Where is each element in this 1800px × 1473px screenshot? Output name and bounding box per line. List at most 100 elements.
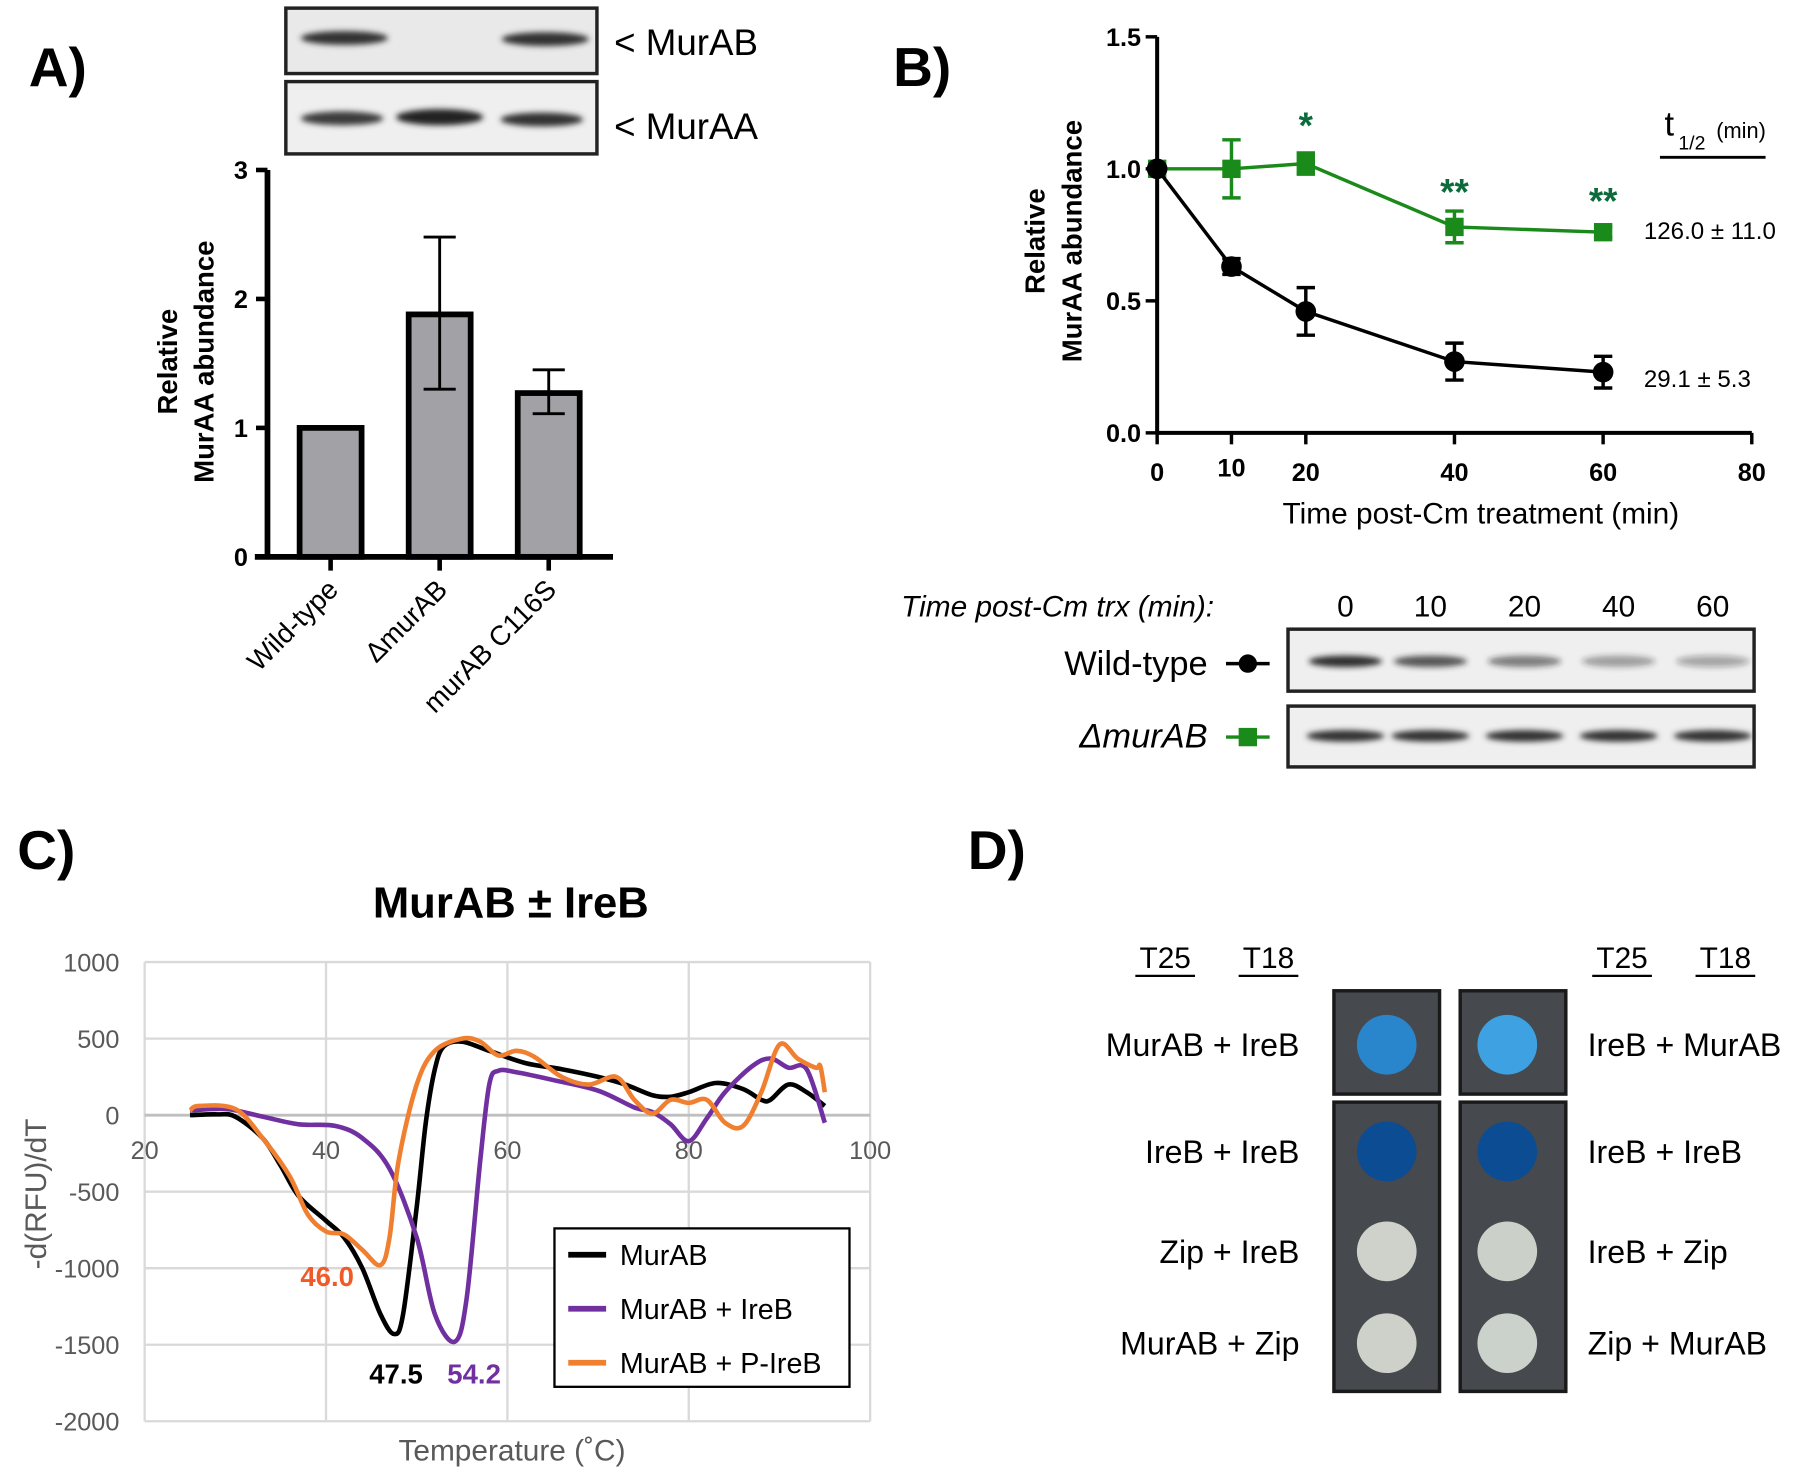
blot-lane-label: 60 — [1696, 591, 1729, 624]
y-tick-label: 0 — [234, 544, 248, 572]
x-tick-label: 40 — [1440, 459, 1468, 487]
blot-band — [1673, 730, 1752, 742]
blot-band — [300, 111, 384, 126]
pair-label-left: IreB + IreB — [1145, 1134, 1299, 1170]
y-axis-label-1: Relative — [1020, 188, 1051, 294]
y-tick-label: 1.0 — [1106, 156, 1141, 184]
bar — [514, 390, 583, 560]
y-tick-label: 0.5 — [1106, 288, 1141, 316]
blot-band — [1485, 730, 1564, 742]
line-chart-degradation: 0.0 0.5 1.0 1.5 0 10 20 40 60 80 Time post-Cm trea… — [1020, 24, 1766, 531]
blot-band — [396, 109, 484, 126]
x-tick-label: 60 — [493, 1137, 521, 1165]
series-line-murab-ireb — [189, 1056, 827, 1345]
blot-band — [300, 31, 389, 45]
blot-lane-label: 20 — [1508, 591, 1541, 624]
blot-row-wild-type: Wild-type — [1064, 645, 1207, 683]
y-tick-label: -500 — [69, 1179, 120, 1207]
pair-label-left: MurAB + IreB — [1106, 1027, 1300, 1063]
blot-band — [1306, 730, 1385, 742]
column-header: T25 — [1139, 942, 1190, 975]
panel-a-blots: < MurAB < MurAA — [284, 6, 759, 156]
panel-label-a: A) — [29, 36, 87, 98]
x-tick-label: 20 — [1292, 459, 1320, 487]
colony-spot — [1356, 1221, 1417, 1282]
x-tick-label: 60 — [1589, 459, 1617, 487]
y-axis-label-2: MurAA abundance — [1056, 120, 1087, 362]
blot-lane-label: 0 — [1337, 591, 1354, 624]
colony-spot — [1477, 1014, 1538, 1075]
x-tick-label: Wild-type — [241, 574, 344, 677]
significance-marker: ** — [1589, 181, 1618, 222]
x-tick-label: 80 — [1738, 459, 1766, 487]
blot-row-delta-murab: ΔmurAB — [1078, 717, 1207, 755]
y-tick-label: -1000 — [55, 1255, 120, 1283]
x-tick-label: 100 — [849, 1137, 891, 1165]
x-tick-label: ΔmurAB — [359, 574, 453, 668]
blot-lane-label: 10 — [1414, 591, 1447, 624]
data-point — [1593, 223, 1613, 242]
colony-spot — [1477, 1121, 1538, 1182]
y-tick-label: 1.5 — [1106, 24, 1141, 52]
y-tick-label: 3 — [234, 157, 248, 185]
half-life-table: t 1/2 (min) 126.0 ± 11.0 29.1 ± 5.3 — [1644, 106, 1776, 393]
half-life-unit: (min) — [1716, 118, 1766, 143]
pair-label-right: IreB + MurAB — [1588, 1027, 1782, 1063]
column-header: T18 — [1243, 942, 1294, 975]
series-line-murab-p-ireb — [188, 1035, 828, 1268]
y-tick-label: 0 — [105, 1102, 119, 1130]
significance-marker: * — [1299, 105, 1314, 146]
peak-annotation: 47.5 — [369, 1358, 423, 1389]
y-tick-label: 500 — [77, 1026, 119, 1054]
data-point — [1221, 256, 1242, 277]
blot-band — [1579, 730, 1658, 742]
blot-band — [500, 112, 584, 127]
line-chart-thermal-shift: MurAB ± IreB 1000 500 0 -500 -1000 -1500 -2000 2… — [20, 879, 891, 1467]
y-tick-label: -1500 — [55, 1332, 120, 1360]
half-life-wt: 29.1 ± 5.3 — [1644, 366, 1751, 393]
peak-annotation: 46.0 — [300, 1261, 354, 1292]
legend-marker-square-icon — [1238, 727, 1258, 747]
x-axis-label: Temperature (˚C) — [398, 1434, 625, 1467]
panel-label-c: C) — [17, 819, 75, 881]
x-tick-label: 10 — [1217, 454, 1245, 482]
legend-marker-circle-icon — [1238, 654, 1258, 673]
blot-band — [1487, 655, 1562, 668]
y-axis-label-2: MurAA abundance — [189, 241, 220, 483]
significance-marker: ** — [1440, 171, 1469, 212]
half-life-header: t — [1665, 106, 1675, 144]
panel-b-blots: Time post-Cm trx (min): 0 10 20 40 60 Wild-t… — [901, 591, 1756, 769]
blot-band — [501, 32, 589, 47]
data-point — [1296, 154, 1315, 173]
x-tick-label: 20 — [131, 1137, 159, 1165]
blot-lane-label: 40 — [1602, 591, 1635, 624]
legend-label: MurAB + IreB — [620, 1294, 793, 1326]
y-tick-label: 0.0 — [1106, 420, 1141, 448]
pair-label-right: Zip + MurAB — [1588, 1326, 1767, 1362]
colony-spot — [1356, 1121, 1417, 1182]
blot-band — [1391, 730, 1470, 742]
data-point — [1146, 158, 1168, 180]
colony-spot — [1477, 1221, 1538, 1282]
data-point — [1222, 159, 1241, 179]
y-tick-label: -2000 — [55, 1408, 120, 1436]
data-point — [1295, 301, 1317, 322]
column-header: T18 — [1700, 942, 1751, 975]
y-tick-label: 2 — [234, 286, 248, 314]
blot-band — [1308, 655, 1383, 668]
blot-label-murab: < MurAB — [614, 22, 758, 63]
bar — [296, 425, 365, 560]
panel-label-d: D) — [968, 819, 1026, 881]
data-point — [1444, 351, 1465, 372]
half-life-sub: 1/2 — [1678, 132, 1705, 154]
blot-band — [1393, 655, 1468, 668]
blot-band — [1676, 655, 1750, 668]
data-point — [1445, 217, 1464, 237]
two-hybrid-plates: T25 T18 T25 T18 MurAB + IreB IreB + MurAB IreB… — [1106, 942, 1782, 1394]
x-tick-label: 0 — [1150, 459, 1164, 487]
half-life-murab: 126.0 ± 11.0 — [1644, 218, 1776, 245]
y-tick-label: 1000 — [63, 949, 119, 977]
blot-time-header: Time post-Cm trx (min): — [901, 591, 1214, 624]
